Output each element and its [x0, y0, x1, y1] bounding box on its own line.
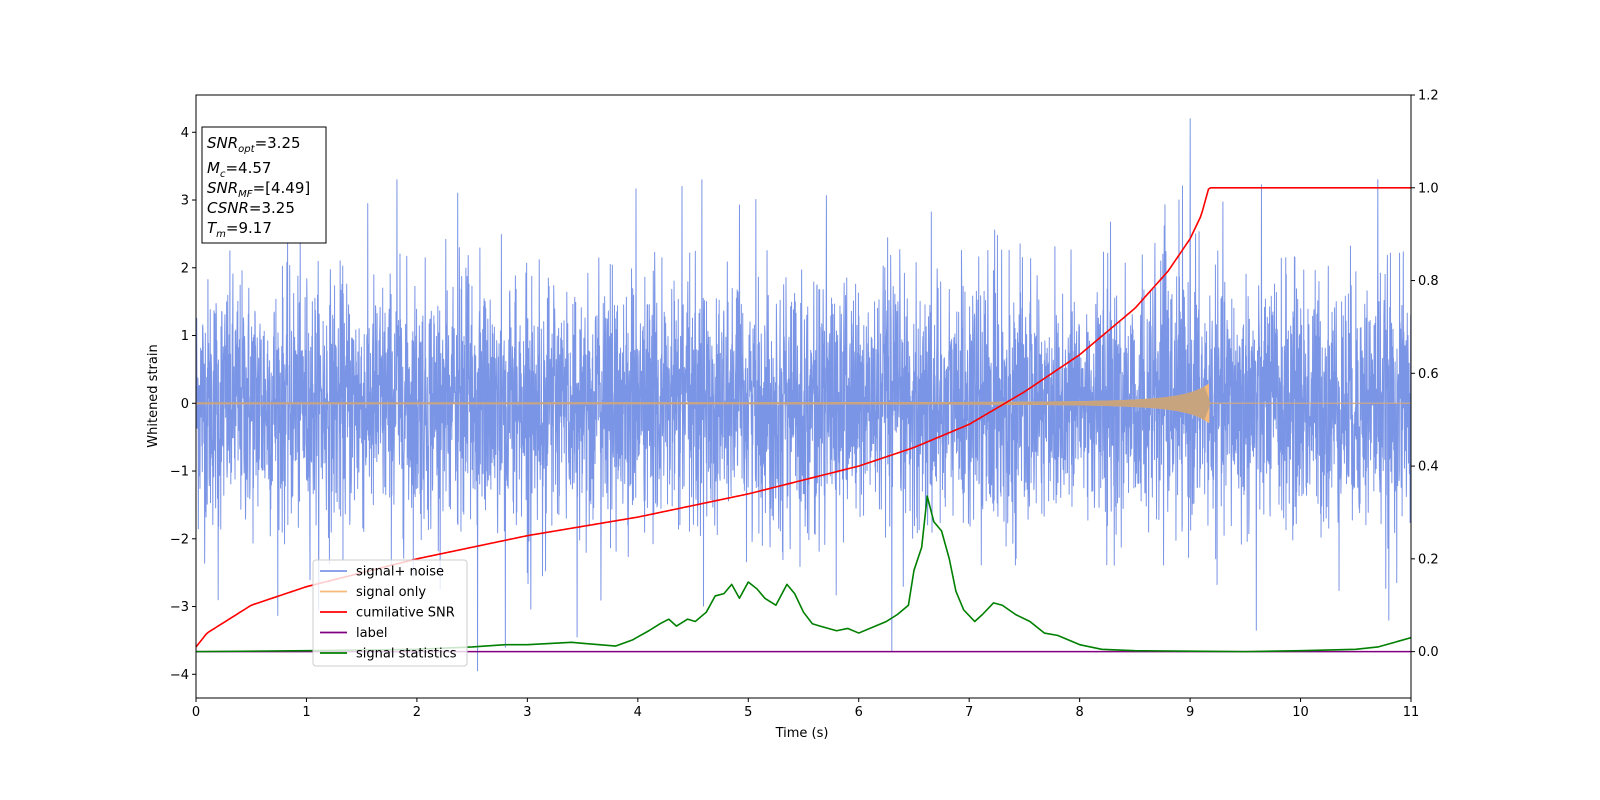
y-right-tick-label: 0.2	[1418, 552, 1439, 567]
legend-label: label	[356, 626, 387, 641]
info-box: SNRopt=3.25 Mc=4.57 SNRMF=[4.49] CSNR=3.…	[201, 126, 327, 244]
legend-label: cumilative SNR	[356, 606, 455, 621]
x-ticks: 0 1 2 3 4 5 6 7 8 9 10 11	[192, 698, 1419, 720]
y-left-tick-label: −3	[170, 600, 189, 615]
plot-frame	[195, 94, 1412, 699]
y-right-tick-label: 1.0	[1418, 181, 1439, 196]
info-tm: Tm=9.17	[207, 219, 272, 240]
x-tick-label: 4	[634, 705, 642, 720]
x-tick-label: 8	[1075, 705, 1083, 720]
x-tick-label: 9	[1186, 705, 1194, 720]
legend: signal+ noise signal only cumilative SNR la…	[312, 559, 468, 667]
y-left-ticks: −4 −3 −2 −1 0 1 2 3 4	[170, 126, 196, 683]
x-tick-label: 1	[302, 705, 310, 720]
series-signal-noise-line	[196, 118, 1411, 672]
y-axis-label: Whitened strain	[146, 344, 161, 447]
info-csnr: CSNR=3.25	[207, 199, 295, 217]
x-tick-label: 6	[855, 705, 863, 720]
y-right-ticks: 0.0 0.2 0.4 0.6 0.8 1.0 1.2	[1411, 89, 1439, 660]
y-left-tick-label: 4	[181, 126, 189, 141]
y-left-tick-label: 0	[181, 397, 189, 412]
info-box-frame	[201, 126, 327, 244]
y-right-tick-label: 0.4	[1418, 460, 1439, 475]
y-right-tick-label: 1.2	[1418, 89, 1439, 104]
y-left-tick-label: −4	[170, 668, 189, 683]
y-left-tick-label: 2	[181, 261, 189, 276]
series-signal-statistics-line	[196, 495, 1411, 653]
series-signal-only-envelope	[196, 386, 1411, 421]
x-tick-label: 7	[965, 705, 973, 720]
x-tick-label: 10	[1292, 705, 1309, 720]
legend-label: signal statistics	[356, 647, 457, 662]
info-mc: Mc=4.57	[207, 159, 271, 180]
x-tick-label: 2	[413, 705, 421, 720]
info-snr-opt: SNRopt=3.25	[207, 134, 301, 155]
x-tick-label: 3	[523, 705, 531, 720]
legend-label: signal only	[356, 585, 426, 600]
x-tick-label: 5	[744, 705, 752, 720]
legend-label: signal+ noise	[356, 565, 444, 580]
y-left-tick-label: 3	[181, 194, 189, 209]
x-axis-label: Time (s)	[775, 726, 829, 741]
x-tick-label: 11	[1403, 705, 1420, 720]
y-right-tick-label: 0.0	[1418, 645, 1439, 660]
y-right-tick-label: 0.6	[1418, 367, 1439, 382]
y-right-tick-label: 0.8	[1418, 274, 1439, 289]
legend-frame	[312, 559, 468, 667]
y-left-tick-label: 1	[181, 329, 189, 344]
y-left-tick-label: −1	[170, 465, 189, 480]
info-snr-mf: SNRMF=[4.49]	[207, 179, 310, 200]
x-tick-label: 0	[192, 705, 200, 720]
y-left-tick-label: −2	[170, 532, 189, 547]
